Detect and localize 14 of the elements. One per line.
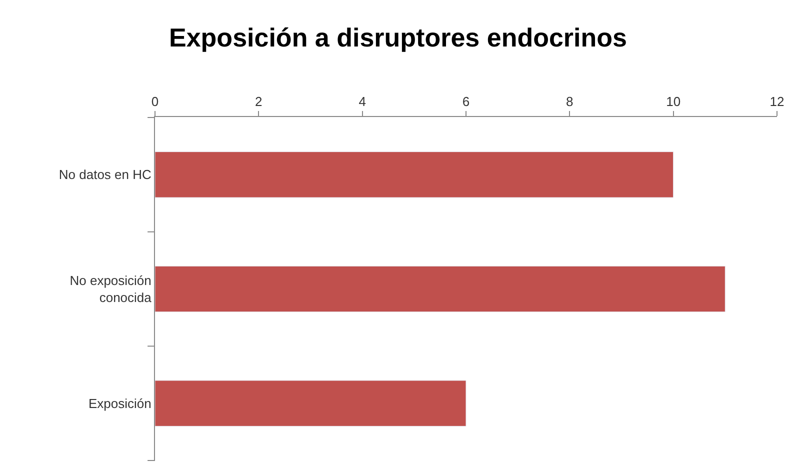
bar bbox=[155, 266, 726, 312]
x-tick-label: 0 bbox=[151, 94, 159, 109]
x-tick-label: 4 bbox=[358, 94, 366, 109]
x-tick-label: 12 bbox=[770, 94, 784, 109]
y-tick-label: No exposición conocida bbox=[70, 273, 152, 305]
x-tick-label: 8 bbox=[566, 94, 574, 109]
x-tick-label: 2 bbox=[255, 94, 262, 109]
y-tick-label: Exposición bbox=[88, 396, 152, 411]
x-tick-label: 10 bbox=[666, 94, 681, 109]
x-tick-label: 6 bbox=[462, 94, 470, 109]
chart-title: Exposición a disruptores endocrinos bbox=[169, 22, 627, 52]
bar bbox=[155, 152, 674, 198]
bar bbox=[155, 380, 466, 426]
y-tick-label: No datos en HC bbox=[58, 167, 152, 182]
